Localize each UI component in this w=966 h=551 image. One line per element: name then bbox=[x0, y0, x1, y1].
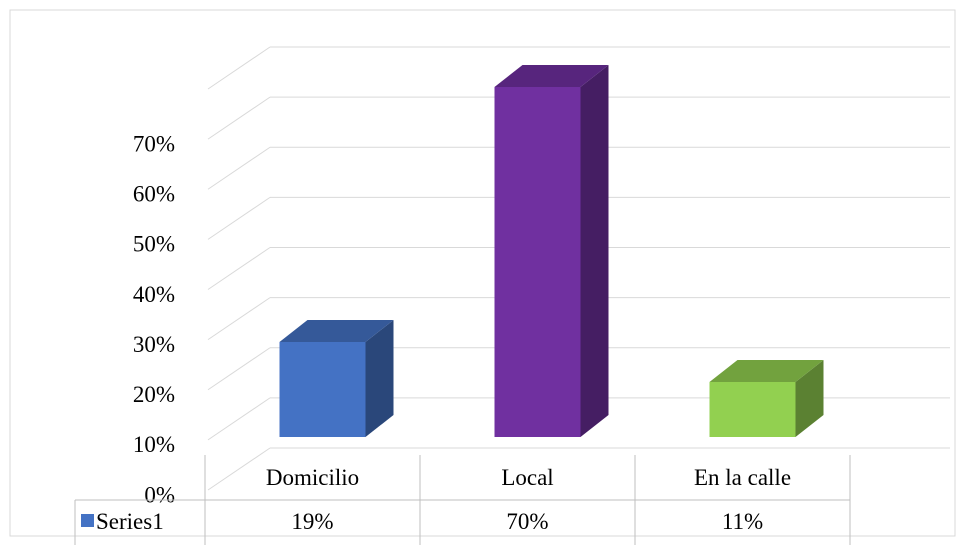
wall-edge bbox=[207, 46, 271, 90]
x-tick-label: Domicilio bbox=[266, 465, 359, 490]
grid-line bbox=[207, 297, 271, 341]
legend-label: Series1 bbox=[96, 509, 164, 534]
y-tick-label: 50% bbox=[133, 232, 175, 257]
y-tick-label: 30% bbox=[133, 332, 175, 357]
grid-line bbox=[207, 447, 271, 491]
data-label: 70% bbox=[506, 509, 548, 534]
grid-line bbox=[207, 96, 271, 140]
data-label: 11% bbox=[722, 509, 763, 534]
grid-line bbox=[207, 146, 271, 190]
bar bbox=[709, 382, 796, 437]
x-tick-label: En la calle bbox=[694, 465, 791, 490]
legend-swatch bbox=[81, 514, 94, 527]
bar-top bbox=[494, 65, 609, 87]
bar-top bbox=[709, 360, 824, 382]
y-tick-label: 20% bbox=[133, 382, 175, 407]
bar-top bbox=[279, 320, 394, 342]
bar bbox=[494, 87, 581, 437]
grid-line bbox=[207, 247, 271, 290]
data-label: 19% bbox=[291, 509, 333, 534]
y-tick-label: 0% bbox=[144, 482, 175, 507]
y-tick-label: 40% bbox=[133, 282, 175, 307]
y-tick-label: 70% bbox=[133, 131, 175, 156]
bar bbox=[279, 342, 366, 437]
y-tick-label: 10% bbox=[133, 432, 175, 457]
grid-line bbox=[207, 397, 271, 441]
bar-side bbox=[795, 360, 824, 437]
x-tick-label: Local bbox=[501, 465, 553, 490]
bar-side bbox=[580, 65, 609, 437]
grid-line bbox=[207, 196, 271, 240]
grid-line bbox=[207, 347, 271, 391]
y-tick-label: 60% bbox=[133, 182, 175, 207]
bar-side bbox=[365, 320, 394, 437]
